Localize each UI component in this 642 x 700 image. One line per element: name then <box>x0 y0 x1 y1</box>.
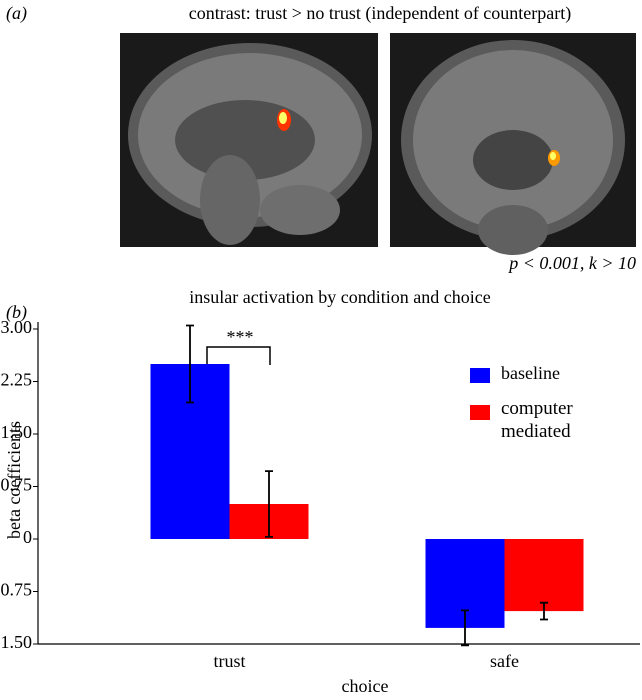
x-tick-label: trust <box>213 651 245 671</box>
y-tick-label: 1.50 <box>1 422 33 442</box>
y-tick-label: −0.75 <box>0 580 32 600</box>
annotation: *** <box>227 327 254 347</box>
panel-label: (b) <box>6 302 27 323</box>
legend-label: computer mediated <box>501 398 573 442</box>
y-tick-label: 3.00 <box>1 317 33 337</box>
caption: p < 0.001, k > 10 <box>507 253 636 273</box>
error-bar <box>461 609 469 647</box>
error-bar <box>540 601 548 621</box>
error-bar <box>265 470 273 538</box>
y-axis-label: beta coefficients <box>4 421 24 539</box>
panel-title: contrast: trust > no trust (independent … <box>189 3 572 24</box>
y-tick-label: 0.75 <box>1 475 33 495</box>
bar <box>504 539 584 612</box>
y-tick-label: 0 <box>23 527 32 547</box>
y-tick-label: −1.50 <box>0 632 32 652</box>
legend-label: baseline <box>501 363 560 383</box>
coronal-image <box>390 33 636 255</box>
y-tick-label: 2.25 <box>1 370 33 390</box>
significance-bracket <box>206 346 271 365</box>
panel-label: (a) <box>6 3 27 24</box>
x-axis-label: choice <box>342 676 389 696</box>
x-tick-label: safe <box>490 651 519 671</box>
legend-swatch <box>470 405 490 420</box>
error-bar <box>186 324 194 404</box>
legend-swatch <box>470 368 490 383</box>
sagittal-image <box>120 33 378 247</box>
chart-title: insular activation by condition and choi… <box>189 287 490 307</box>
